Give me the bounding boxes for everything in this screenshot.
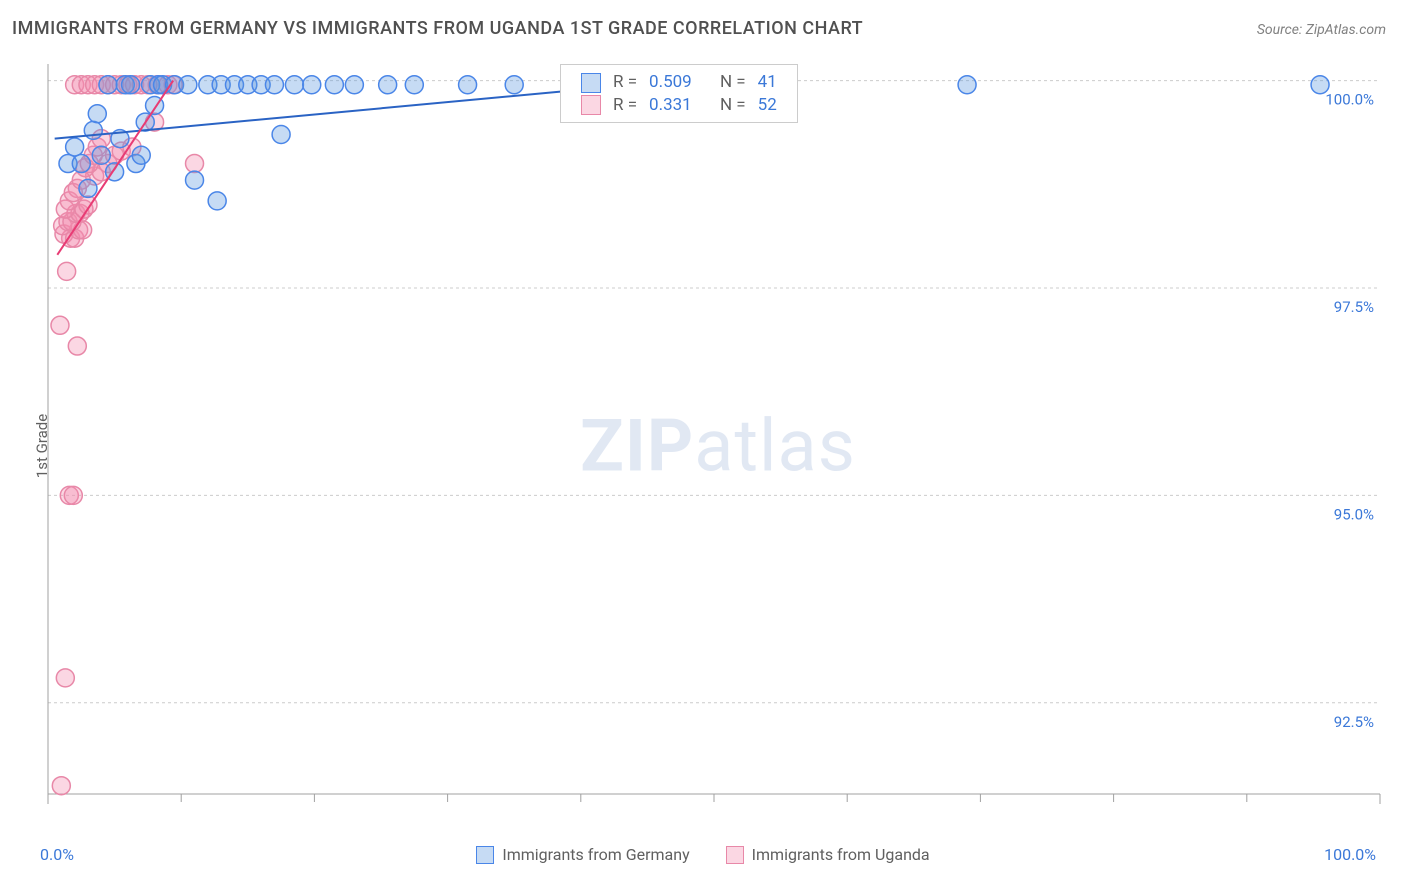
stats-row-germany: R = 0.509 N = 41 bbox=[575, 71, 783, 94]
uganda-legend-swatch-icon bbox=[726, 846, 744, 864]
svg-text:92.5%: 92.5% bbox=[1334, 713, 1374, 731]
n-label: N = bbox=[714, 71, 752, 94]
legend-label-germany: Immigrants from Germany bbox=[502, 845, 689, 864]
germany-legend-swatch-icon bbox=[476, 846, 494, 864]
stats-legend-box: R = 0.509 N = 41 R = 0.331 N = 52 bbox=[560, 64, 798, 123]
svg-text:97.5%: 97.5% bbox=[1334, 298, 1374, 316]
legend-item-uganda: Immigrants from Uganda bbox=[726, 845, 930, 864]
stats-table: R = 0.509 N = 41 R = 0.331 N = 52 bbox=[575, 71, 783, 116]
chart-title: IMMIGRANTS FROM GERMANY VS IMMIGRANTS FR… bbox=[12, 18, 863, 39]
r-label: R = bbox=[607, 94, 643, 117]
bottom-legend: Immigrants from Germany Immigrants from … bbox=[0, 845, 1406, 864]
legend-label-uganda: Immigrants from Uganda bbox=[752, 845, 930, 864]
stats-row-uganda: R = 0.331 N = 52 bbox=[575, 94, 783, 117]
svg-text:95.0%: 95.0% bbox=[1334, 505, 1374, 523]
germany-swatch-icon bbox=[581, 73, 601, 93]
n-label: N = bbox=[714, 94, 752, 117]
n-value-germany: 41 bbox=[752, 71, 783, 94]
uganda-swatch-icon bbox=[581, 95, 601, 115]
r-label: R = bbox=[607, 71, 643, 94]
r-value-germany: 0.509 bbox=[643, 71, 698, 94]
scatter-chart: 92.5% 95.0% 97.5% 100.0% bbox=[40, 56, 1396, 836]
n-value-uganda: 52 bbox=[752, 94, 783, 117]
legend-item-germany: Immigrants from Germany bbox=[476, 845, 689, 864]
r-value-uganda: 0.331 bbox=[643, 94, 698, 117]
svg-text:100.0%: 100.0% bbox=[1325, 91, 1374, 109]
chart-container: 92.5%95.0%97.5%100.0% ZIPatlas bbox=[40, 56, 1396, 836]
source-attribution: Source: ZipAtlas.com bbox=[1257, 22, 1386, 38]
